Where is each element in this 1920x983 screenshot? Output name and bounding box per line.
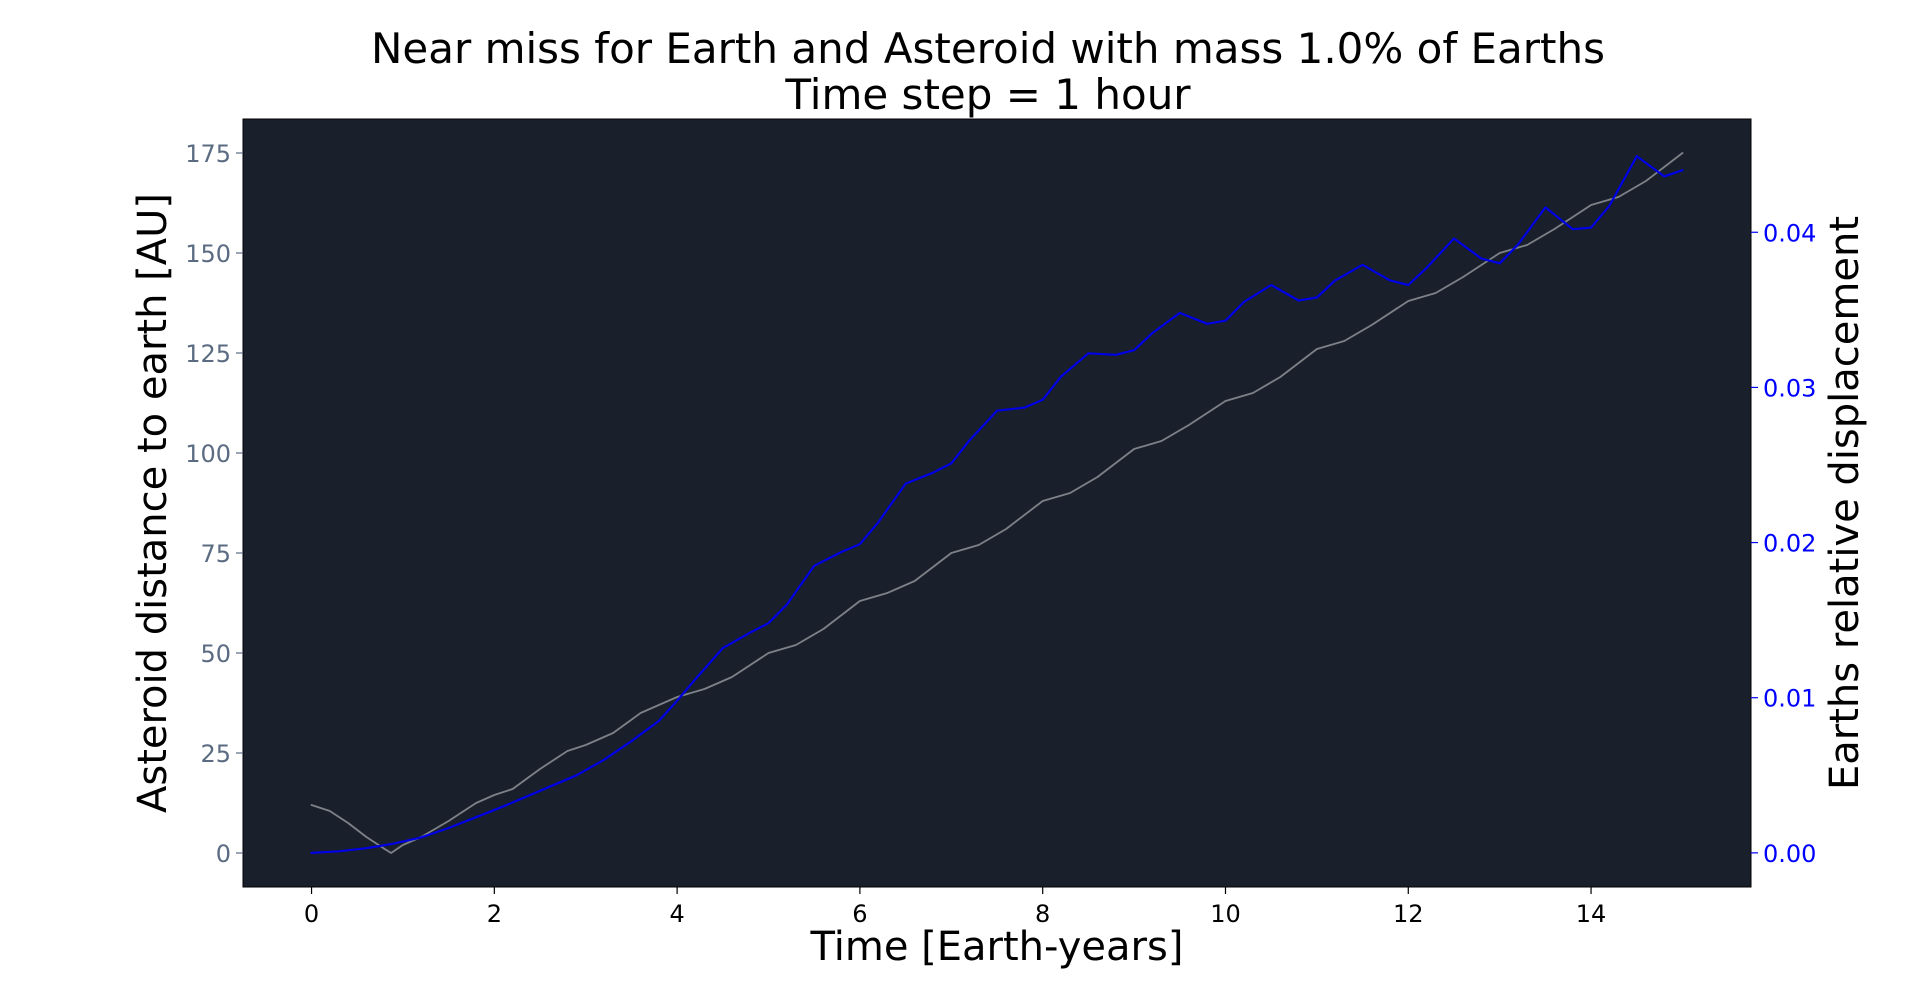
y-left-ticks: 0 25 50 75 100 125 150 175 [185,140,243,868]
y2-tick-label: 0.01 [1763,685,1816,713]
x-axis-label: Time [Earth-years] [810,924,1184,970]
x-ticks: 0 2 4 6 8 10 12 14 [304,887,1606,928]
x-tick-label: 10 [1210,900,1241,928]
y-right-ticks: 0.00 0.01 0.02 0.03 0.04 [1751,219,1816,868]
y-axis-label: Asteroid distance to earth [AU] [130,193,176,813]
y-tick-label: 75 [200,540,231,568]
plot-area [242,118,1752,888]
x-tick-label: 2 [487,900,502,928]
y-tick-label: 125 [185,340,231,368]
y-tick-label: 25 [200,740,231,768]
x-tick-label: 8 [1035,900,1050,928]
x-tick-label: 0 [304,900,319,928]
x-tick-label: 14 [1576,900,1607,928]
y-tick-label: 100 [185,440,231,468]
earth-displacement-line [310,155,1684,855]
y-tick-label: 150 [185,240,231,268]
y2-tick-label: 0.04 [1763,219,1816,247]
x-tick-label: 6 [852,900,867,928]
y2-tick-label: 0.02 [1763,530,1816,558]
chart-title: Near miss for Earth and Asteroid with ma… [371,24,1605,73]
x-tick-label: 12 [1393,900,1424,928]
y-tick-label: 50 [200,640,231,668]
y2-tick-label: 0.03 [1763,374,1816,402]
chart-subtitle: Time step = 1 hour [784,70,1191,119]
asteroid-distance-line [310,152,1684,854]
y-tick-label: 0 [216,840,231,868]
series-layer [310,152,1684,855]
y-tick-label: 175 [185,140,231,168]
y2-axis-label: Earths relative displacement [1822,216,1868,790]
y2-tick-label: 0.00 [1763,840,1816,868]
x-tick-label: 4 [669,900,684,928]
